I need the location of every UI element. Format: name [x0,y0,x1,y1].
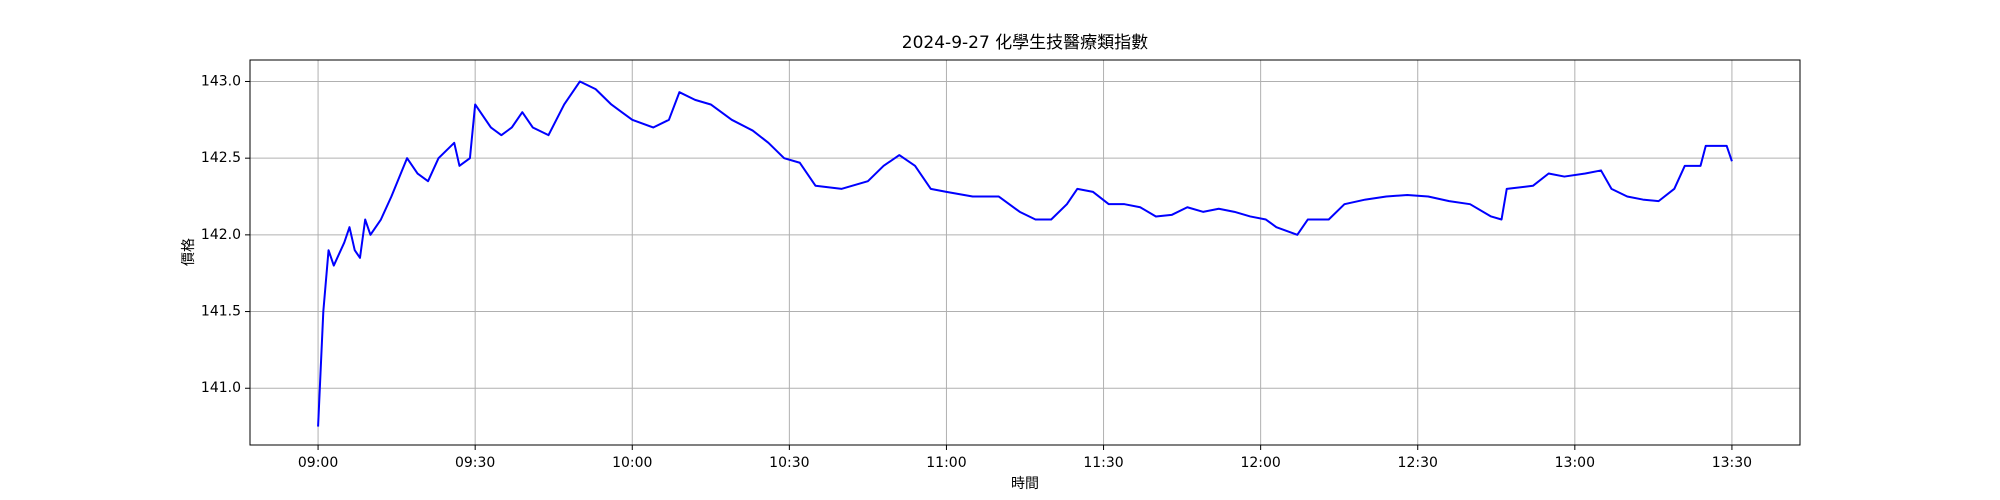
y-tick-label: 141.0 [201,380,241,396]
x-tick-label: 11:00 [926,455,966,471]
x-tick-label: 09:00 [298,455,338,471]
plot-frame [249,59,1801,446]
price-line [317,80,1733,427]
y-tick-label: 143.0 [201,73,241,89]
x-tick-label: 12:00 [1240,455,1280,471]
y-tick-label: 142.0 [201,227,241,243]
y-tick-label: 141.5 [201,304,241,320]
x-tick-label: 10:00 [612,455,652,471]
x-tick-label: 13:00 [1555,455,1595,471]
x-tick-label: 09:30 [455,455,495,471]
y-tick-label: 142.5 [201,150,241,166]
x-tick-label: 13:30 [1712,455,1752,471]
x-tick-label: 12:30 [1398,455,1438,471]
x-tick-label: 11:30 [1083,455,1123,471]
chart-title: 2024-9-27 化學生技醫療類指數 [902,33,1148,53]
x-tick-label: 10:30 [769,455,809,471]
x-axis-label: 時間 [1011,476,1039,492]
y-axis-label: 價格 [180,238,197,266]
